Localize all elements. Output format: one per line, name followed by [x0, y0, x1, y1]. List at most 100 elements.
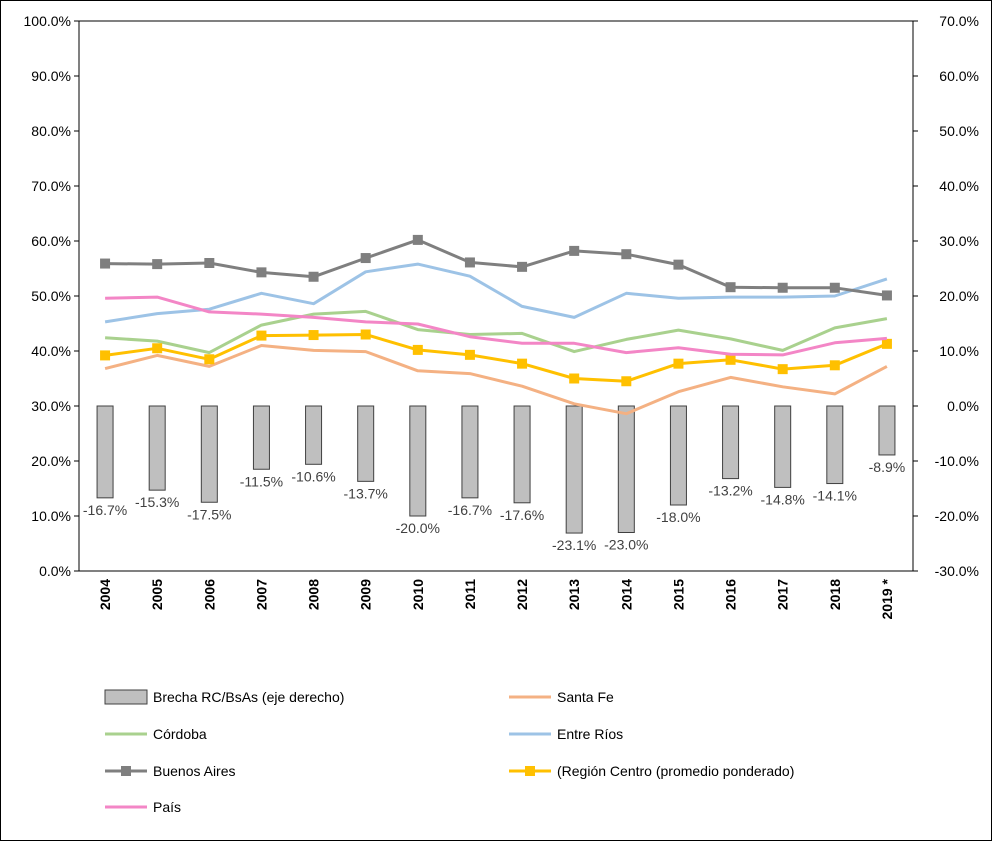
series-point [569, 373, 580, 384]
legend-label: (Región Centro (promedio ponderado) [557, 763, 794, 779]
bar [252, 405, 270, 470]
series-point [152, 343, 163, 354]
x-axis-tick-label: 2007 [253, 579, 269, 610]
bar-data-label: -23.1% [552, 537, 596, 553]
series-line [105, 309, 888, 355]
left-axis-tick-label: 90.0% [31, 68, 71, 84]
series-point [829, 360, 840, 371]
series-point [569, 245, 580, 256]
left-axis-tick-label: 0.0% [39, 563, 71, 579]
legend-item: Buenos Aires [105, 763, 236, 779]
left-axis-tick-label: 20.0% [31, 453, 71, 469]
series-regi-n-centro-promedio-ponderado [100, 329, 892, 387]
x-axis-tick-label: 2013 [566, 579, 582, 610]
x-axis-tick-label: 2010 [410, 579, 426, 610]
legend-item: Entre Ríos [509, 726, 623, 742]
bar-data-label: -13.7% [344, 485, 388, 501]
bar [826, 405, 844, 485]
bar [461, 405, 479, 499]
legend-item: (Región Centro (promedio ponderado) [509, 763, 794, 779]
series-point [621, 376, 632, 387]
bar-data-label: -14.8% [761, 491, 805, 507]
x-axis-tick-label: 2017 [775, 579, 791, 610]
bar [722, 405, 740, 480]
series-c-rdoba [105, 309, 888, 355]
series-point [412, 344, 423, 355]
left-axis-tick-label: 30.0% [31, 398, 71, 414]
left-axis-tick-label: 40.0% [31, 343, 71, 359]
bar-data-label: -16.7% [448, 502, 492, 518]
series-point [256, 330, 267, 341]
right-axis-tick-label: -10.0% [935, 453, 979, 469]
series-point [673, 358, 684, 369]
bar [878, 405, 896, 456]
series-point [725, 354, 736, 365]
bar [200, 405, 218, 503]
bar-data-label: -14.1% [813, 488, 857, 504]
left-axis-tick-label: 80.0% [31, 123, 71, 139]
right-axis-tick-label: 70.0% [939, 13, 979, 29]
right-axis-tick-label: 50.0% [939, 123, 979, 139]
bar-data-label: -16.7% [83, 502, 127, 518]
right-axis-tick-label: 0.0% [947, 398, 979, 414]
x-axis-tick-label: 2014 [618, 579, 634, 610]
series-point [412, 234, 423, 245]
x-axis-tick-label: 2008 [306, 579, 322, 610]
left-axis-tick-label: 50.0% [31, 288, 71, 304]
x-axis-tick-label: 2009 [358, 579, 374, 610]
series-point [152, 259, 163, 270]
legend-label: Córdoba [153, 726, 207, 742]
series-point [464, 257, 475, 268]
right-axis-tick-label: 60.0% [939, 68, 979, 84]
bar-data-label: -17.5% [187, 506, 231, 522]
left-axis-tick-label: 60.0% [31, 233, 71, 249]
bar-data-label: -17.6% [500, 507, 544, 523]
bar [617, 405, 635, 533]
bar-data-label: -10.6% [291, 468, 335, 484]
bar [565, 405, 583, 534]
legend-label: País [153, 799, 181, 815]
bar-data-label: -20.0% [396, 520, 440, 536]
series-point [517, 261, 528, 272]
bar-series [96, 405, 896, 534]
series-point [725, 282, 736, 293]
bar [669, 405, 687, 506]
bar-data-label: -15.3% [135, 494, 179, 510]
x-axis-tick-label: 2011 [462, 579, 478, 610]
series-santa-fe [104, 344, 888, 416]
legend-marker [525, 766, 535, 776]
bar [513, 405, 531, 504]
series-buenos-aires [100, 234, 892, 301]
bar-data-label: -8.9% [869, 459, 906, 475]
bar-data-label: -11.5% [240, 473, 283, 489]
legend-label: Brecha RC/BsAs (eje derecho) [153, 689, 344, 705]
bar-data-label: -18.0% [656, 509, 700, 525]
right-axis-tick-label: 30.0% [939, 233, 979, 249]
series-point [829, 282, 840, 293]
series-line [104, 262, 888, 324]
series-point [308, 330, 319, 341]
x-axis: 2004 2005 2006 2007 2008 2009 2010 2011 2012 2013… [97, 578, 895, 619]
legend-swatch [104, 689, 148, 705]
right-axis-tick-label: 20.0% [939, 288, 979, 304]
series-point [308, 271, 319, 282]
bar-data-label: -13.2% [708, 483, 752, 499]
bar-data-labels: -16.7% -15.3% -17.5% -11.5% -10.6% -13.7% -20.… [83, 459, 905, 553]
bar-data-label: -23.0% [604, 537, 648, 553]
series-point [673, 259, 684, 270]
legend-label: Buenos Aires [153, 763, 236, 779]
bar [357, 405, 375, 482]
series-point [360, 253, 371, 264]
x-axis-tick-label: 2012 [514, 579, 530, 610]
legend: Brecha RC/BsAs (eje derecho) Santa Fe Córd… [104, 689, 794, 815]
series-point [204, 354, 215, 365]
series-point [204, 258, 215, 268]
legend-marker [121, 766, 131, 776]
bar [148, 405, 166, 491]
left-axis-tick-label: 10.0% [31, 508, 71, 524]
right-axis-tick-label: 40.0% [939, 178, 979, 194]
line-series [100, 234, 892, 416]
series-point [881, 290, 892, 301]
right-axis-tick-label: -20.0% [935, 508, 979, 524]
